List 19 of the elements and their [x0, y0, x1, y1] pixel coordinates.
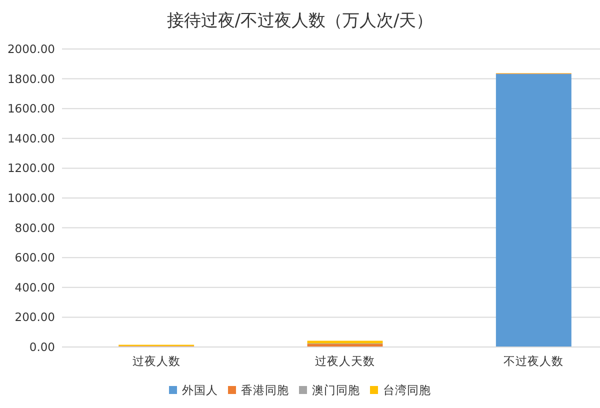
- y-tick-label: 400.00: [14, 280, 55, 294]
- y-tick-label: 200.00: [14, 310, 55, 324]
- legend-label: 外国人: [182, 383, 218, 397]
- y-tick-label: 1800.00: [7, 72, 55, 86]
- y-tick-label: 0.00: [29, 340, 55, 354]
- x-tick-label: 不过夜人数: [504, 354, 564, 368]
- y-tick-label: 1600.00: [7, 102, 55, 116]
- y-tick-label: 800.00: [14, 220, 55, 235]
- legend-label: 香港同胞: [241, 383, 289, 397]
- y-tick-label: 600.00: [14, 250, 55, 265]
- y-tick-label: 1000.00: [7, 191, 55, 205]
- chart-title: 接待过夜/不过夜人数（万人次/天）: [166, 11, 434, 31]
- y-tick-label: 2000.00: [7, 42, 55, 56]
- x-tick-label: 过夜人数: [132, 354, 180, 368]
- legend-label: 澳门同胞: [312, 383, 360, 397]
- y-tick-label: 1200.00: [7, 161, 55, 176]
- legend-label: 台湾同胞: [383, 383, 431, 397]
- x-tick-label: 过夜人天数: [315, 354, 375, 368]
- y-tick-label: 1400.00: [7, 131, 55, 146]
